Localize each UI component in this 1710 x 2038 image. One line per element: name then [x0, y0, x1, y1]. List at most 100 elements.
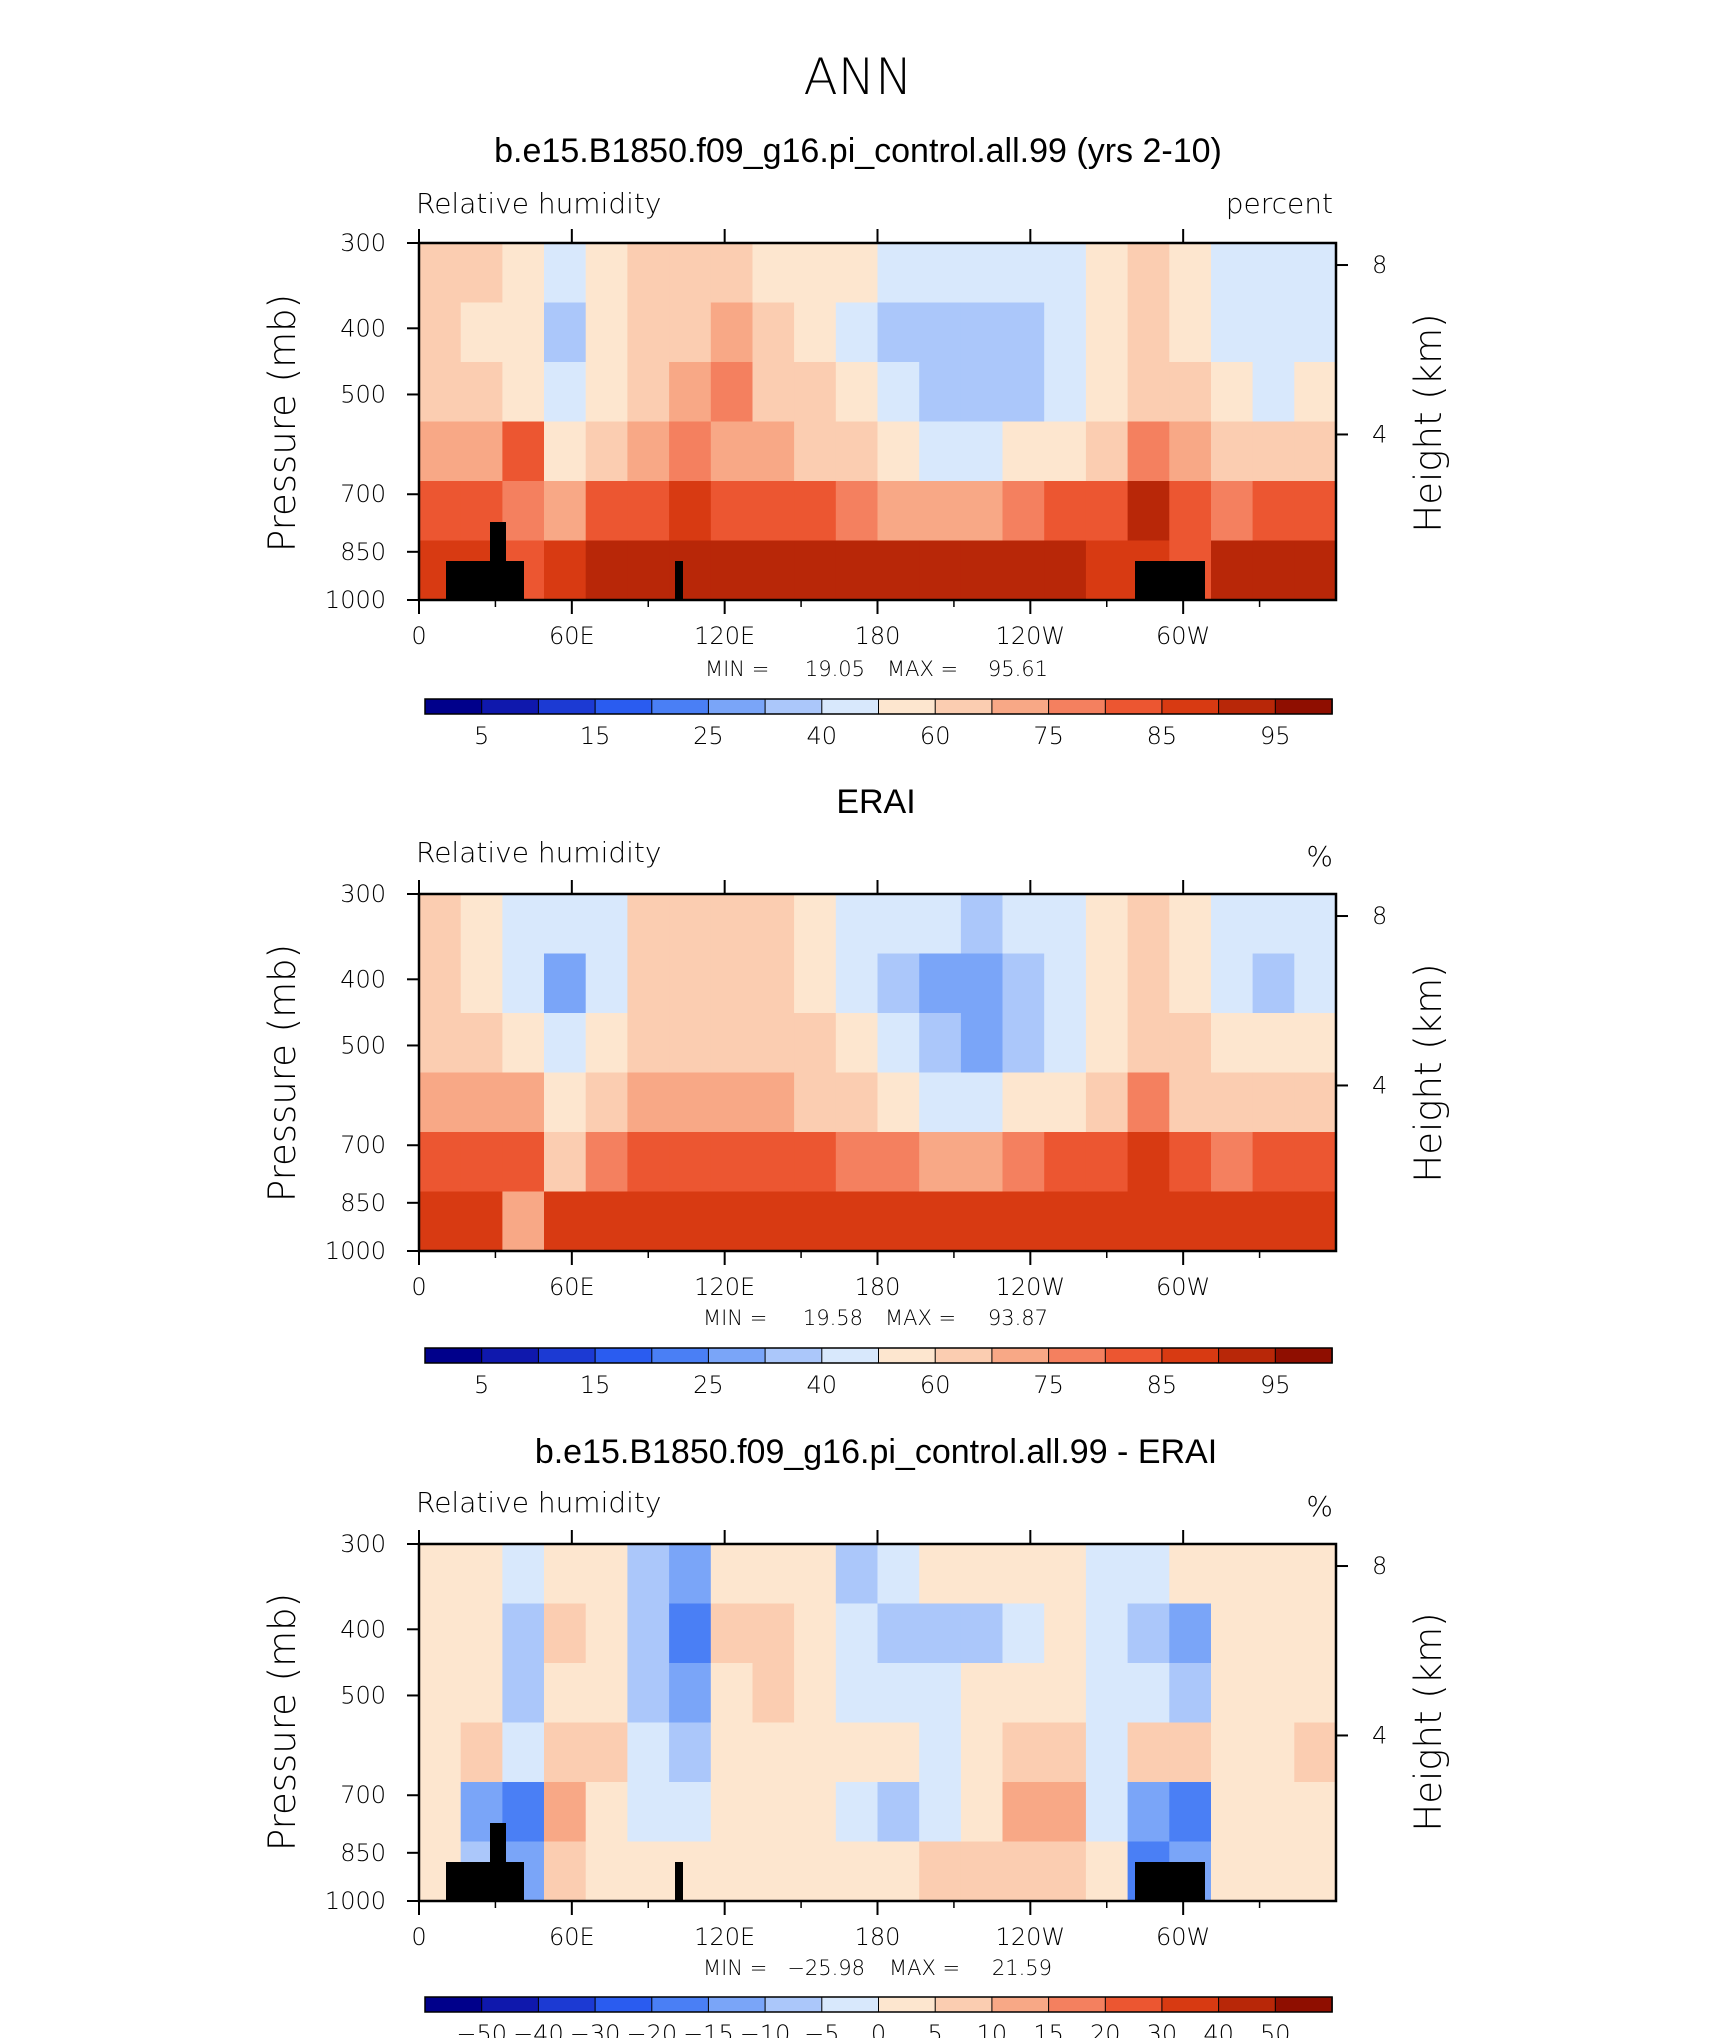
contour-cell [544, 1663, 587, 1724]
colorbar-label: 50 [1260, 2020, 1291, 2038]
contour-cell [877, 953, 920, 1014]
contour-cell [460, 1132, 503, 1193]
colorbar-label: −50 [456, 2020, 507, 2038]
contour-cell [1252, 243, 1295, 304]
contour-cell [1169, 1603, 1212, 1664]
contour-cell [585, 540, 628, 600]
contour-cell [1169, 243, 1212, 304]
contour-cell [1044, 894, 1087, 955]
supertitle: ANN [803, 48, 912, 106]
x-tick-label: 60E [549, 622, 595, 650]
units-label: percent [1226, 187, 1333, 220]
contour-cell [1085, 243, 1129, 304]
contour-cell [1002, 1722, 1045, 1783]
contour-cell [1085, 362, 1129, 423]
contour-cell [585, 421, 628, 482]
colorbar-box [934, 1996, 993, 2013]
contour-cell [794, 421, 837, 482]
max-label: MAX = [889, 1956, 960, 1980]
colorbar-label: 5 [474, 722, 489, 750]
contour-cell [752, 1013, 795, 1074]
terrain-mask [1135, 1862, 1205, 1901]
colorbar-box [1161, 698, 1220, 715]
contour-cell [877, 1132, 920, 1193]
contour-cell [502, 1722, 545, 1783]
contour-cell [835, 302, 879, 363]
colorbar-box [1048, 698, 1107, 715]
contour-cell [1294, 1544, 1336, 1605]
contour-cell [419, 1544, 462, 1605]
units-label: % [1306, 1490, 1333, 1523]
colorbar-label: 15 [580, 1371, 611, 1399]
colorbar-label: −10 [740, 2020, 791, 2038]
contour-cell [877, 421, 920, 482]
contour-cell [544, 540, 587, 600]
contour-cell [1211, 1544, 1254, 1605]
min-label: MIN = [703, 1956, 767, 1980]
colorbar: −50 −40 −30 −20 −15 −10 −5 0 5 10 15 20 30 40 50 [424, 1996, 1333, 2038]
contour-cell [794, 1072, 837, 1133]
contour-cell [1252, 362, 1295, 423]
contour-cell [460, 1663, 503, 1724]
contour-cell [919, 1841, 962, 1901]
colorbar-box [594, 1996, 653, 2013]
contour-field [419, 1544, 1336, 1901]
contour-cell [794, 1603, 837, 1664]
x-tick-label: 120W [996, 622, 1066, 650]
contour-cell [835, 481, 879, 542]
contour-cell [835, 1191, 879, 1251]
colorbar-label: 0 [871, 2020, 886, 2038]
colorbar-box [991, 1347, 1050, 1364]
contour-cell [1294, 1603, 1336, 1664]
colorbar-label: −5 [804, 2020, 839, 2038]
contour-cell [585, 243, 628, 304]
colorbar-box [878, 698, 936, 715]
contour-cell [1044, 362, 1087, 423]
contour-cell [585, 1603, 628, 1664]
colorbar-box [1274, 698, 1333, 715]
contour-cell [460, 421, 503, 482]
colorbar-box [707, 1996, 766, 2013]
x-tick-label: 60W [1156, 1273, 1210, 1301]
contour-cell [960, 953, 1004, 1014]
contour-cell [835, 243, 879, 304]
colorbar-label: −20 [626, 2020, 677, 2038]
contour-cell [627, 1841, 670, 1901]
colorbar-frame [424, 1996, 1333, 2013]
contour-cell [669, 421, 712, 482]
colorbar-box [1048, 1347, 1107, 1364]
y-tick-label: 300 [340, 1530, 386, 1558]
colorbar-box [537, 1347, 596, 1364]
contour-cell [710, 243, 754, 304]
contour-cell [794, 1722, 837, 1783]
contour-cell [585, 1841, 628, 1901]
contour-cell [502, 302, 545, 363]
x-tick-label: 0 [411, 1923, 426, 1951]
colorbar-box [481, 1347, 540, 1364]
colorbar-label: 75 [1033, 1371, 1064, 1399]
colorbar-label: 95 [1260, 1371, 1291, 1399]
y-tick-label: 1000 [325, 1887, 386, 1915]
contour-cell [502, 481, 545, 542]
colorbar-box [934, 698, 993, 715]
y-tick-label: 300 [340, 229, 386, 257]
contour-cell [710, 1191, 754, 1251]
contour-cell [1211, 953, 1254, 1014]
contour-cell [627, 481, 670, 542]
terrain-mask [1135, 561, 1205, 600]
colorbar-box [764, 698, 823, 715]
contour-cell [710, 421, 754, 482]
colorbar-label: 10 [977, 2020, 1008, 2038]
y-right-tick-label: 4 [1372, 1071, 1387, 1099]
units-label: % [1306, 840, 1333, 873]
max-value: 95.61 [988, 657, 1048, 681]
contour-cell [585, 1722, 628, 1783]
max-value: 21.59 [992, 1956, 1052, 1980]
colorbar-label: 20 [1090, 2020, 1121, 2038]
contour-cell [627, 1132, 670, 1193]
contour-cell [1085, 953, 1129, 1014]
contour-cell [1294, 1663, 1336, 1724]
terrain-mask [490, 1823, 506, 1863]
y-right-tick-label: 8 [1372, 251, 1387, 279]
contour-cell [794, 362, 837, 423]
